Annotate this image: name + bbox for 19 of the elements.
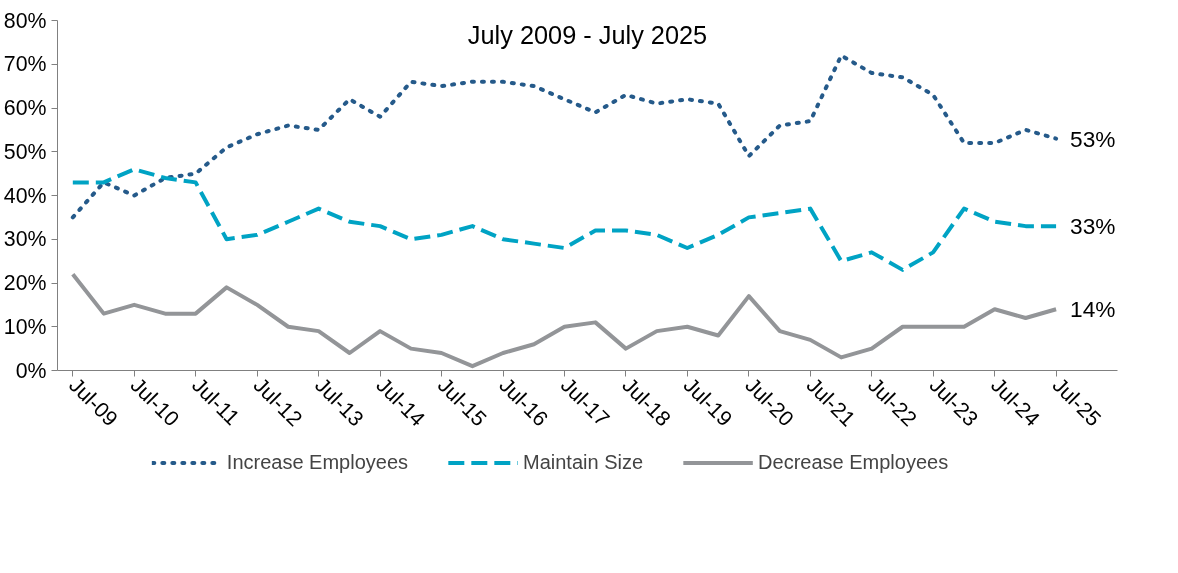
y-tick-label: 10%: [3, 314, 47, 339]
legend-label: Maintain Size: [523, 450, 644, 474]
y-tick-label: 70%: [3, 52, 47, 77]
y-tick-label: 0%: [15, 358, 47, 383]
data-label: 53%: [1070, 125, 1116, 152]
chart-title: July 2009 - July 2025: [467, 20, 708, 49]
y-tick-label: 60%: [3, 96, 47, 120]
y-tick-label: 20%: [3, 271, 47, 295]
data-label: 33%: [1070, 213, 1116, 240]
line-series: [70, 53, 1059, 220]
y-tick-label: 30%: [3, 227, 47, 252]
data-label: 14%: [1070, 296, 1116, 323]
line-series: [70, 167, 1059, 272]
legend-label: Decrease Employees: [758, 450, 949, 474]
y-tick-label: 80%: [3, 8, 47, 33]
y-tick-label: 50%: [3, 139, 47, 164]
legend-label: Increase Employees: [226, 450, 409, 474]
y-tick-label: 40%: [3, 183, 47, 208]
line-series: [70, 272, 1059, 369]
